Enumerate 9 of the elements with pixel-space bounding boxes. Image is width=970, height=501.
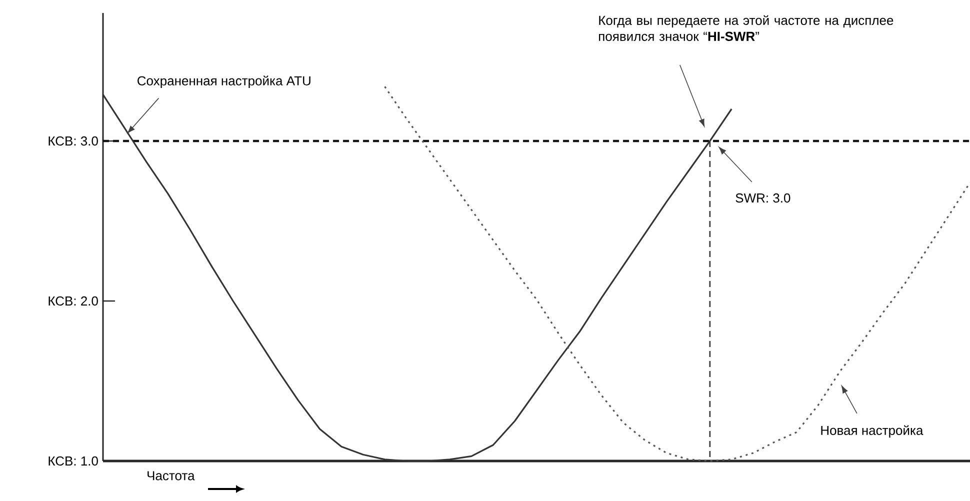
annotation: Новая настройка <box>821 425 924 438</box>
y-tick-label: КСВ: 2.0 <box>48 296 98 306</box>
annotation: Сохраненная настройка ATU <box>138 76 310 88</box>
x-axis-title: Частота <box>148 471 195 480</box>
line-series <box>384 86 970 462</box>
y-tick-label: КСВ: 1.0 <box>48 456 98 466</box>
annotation: Когда вы передаете на этой частоте на дисплее появился значок “HI-SWR” <box>599 15 894 41</box>
y-tick-label: КСВ: 3.0 <box>48 136 98 146</box>
annotation: SWR: 3.0 <box>736 193 790 203</box>
